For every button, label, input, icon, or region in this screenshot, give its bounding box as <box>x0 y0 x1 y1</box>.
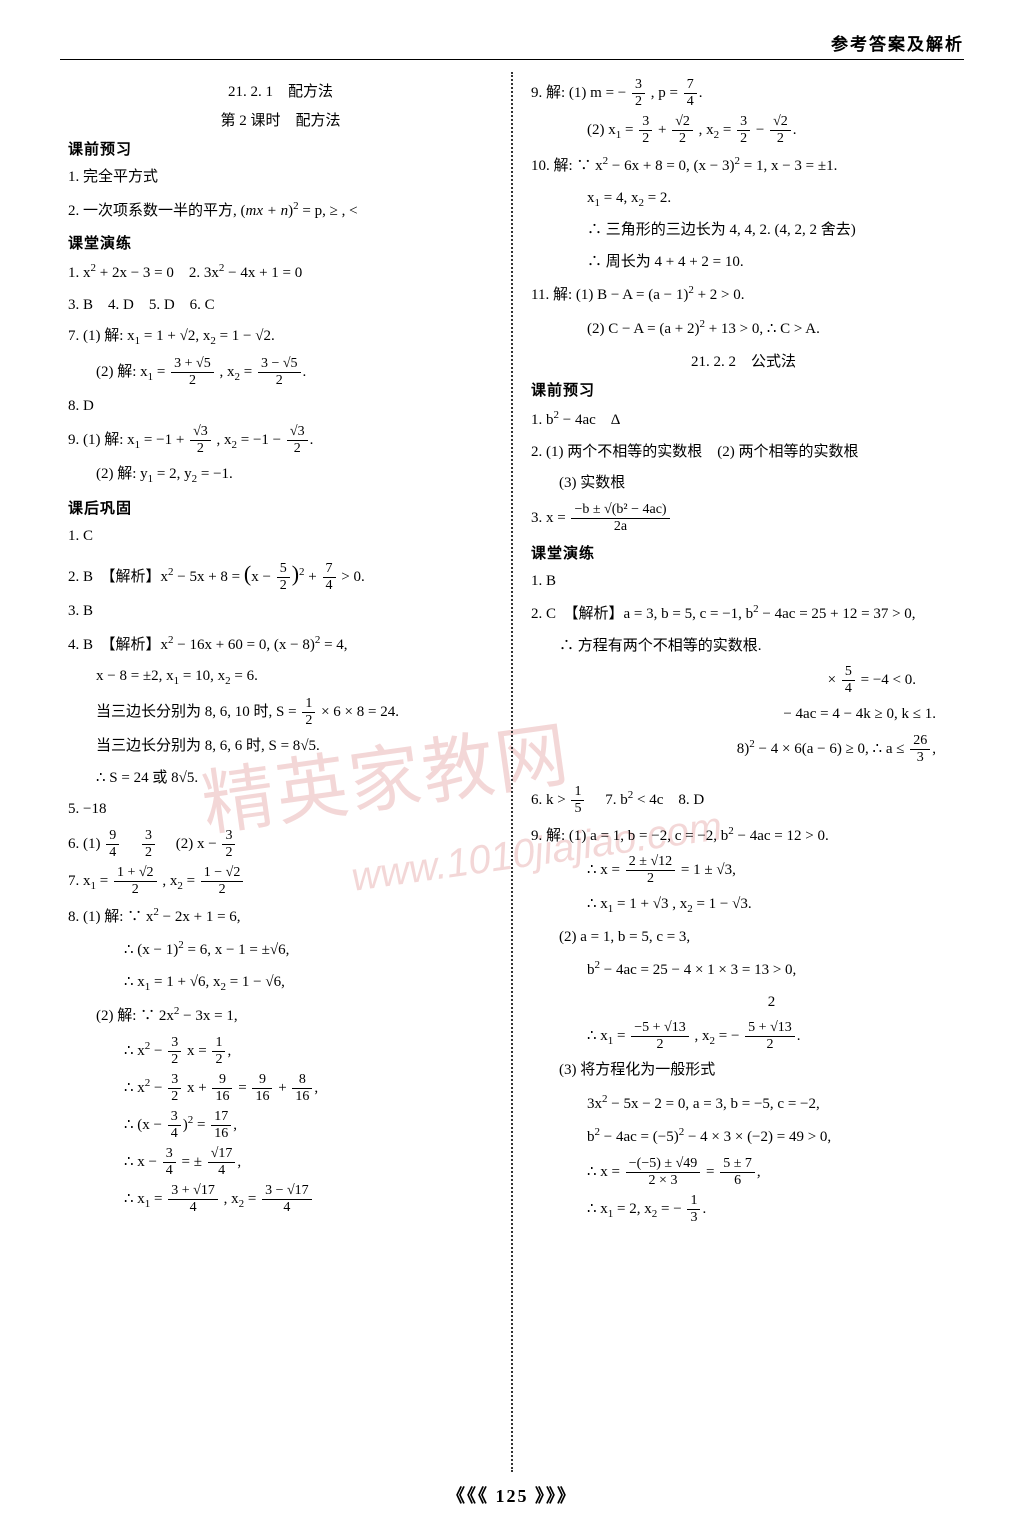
answer-line: ∴ x = −(−5) ± √492 × 3 = 5 ± 76, <box>531 1157 956 1188</box>
answer-line: (2) 解: x1 = 3 + √52 , x2 = 3 − √52. <box>68 357 493 388</box>
heading-homework: 课后巩固 <box>68 497 493 518</box>
answer-line: ∴ x1 = −5 + √132 , x2 = − 5 + √132. <box>531 1021 956 1052</box>
answer-line: ∴ (x − 1)2 = 6, x − 1 = ±√6, <box>68 936 493 964</box>
answer-line: 9. 解: (1) a = 1, b = −2, c = −2, b2 − 4a… <box>531 822 956 850</box>
answer-line: 4. B 【解析】x2 − 16x + 60 = 0, (x − 8)2 = 4… <box>68 631 493 659</box>
answer-line: 1. 完全平方式 <box>68 165 493 191</box>
answer-line: ∴ x − 34 = ± √174, <box>68 1147 493 1178</box>
answer-line: (2) C − A = (a + 2)2 + 13 > 0, ∴ C > A. <box>531 315 956 343</box>
answer-line: 1. B <box>531 569 956 595</box>
answer-line: 2. 一次项系数一半的平方, (mx + n)2 = p, ≥ , < <box>68 197 493 225</box>
heading-preview: 课前预习 <box>68 138 493 159</box>
left-column: 21. 2. 1 配方法 第 2 课时 配方法 课前预习 1. 完全平方式 2.… <box>60 72 511 1472</box>
answer-line: ∴ x2 − 32 x + 916 = 916 + 816, <box>68 1073 493 1104</box>
answer-line: 7. x1 = 1 + √22 , x2 = 1 − √22 <box>68 866 493 897</box>
answer-line: (2) a = 1, b = 5, c = 3, <box>531 925 956 951</box>
answer-line: 6. k > 15 7. b2 < 4c 8. D <box>531 785 956 816</box>
answer-line: 2. (1) 两个不相等的实数根 (2) 两个相等的实数根 <box>531 440 956 466</box>
answer-line: ∴ x1 = 1 + √3 , x2 = 1 − √3. <box>531 892 956 919</box>
answer-line: 2 <box>531 990 956 1016</box>
answer-line: b2 − 4ac = (−5)2 − 4 × 3 × (−2) = 49 > 0… <box>531 1123 956 1151</box>
answer-line: ∴ 周长为 4 + 4 + 2 = 10. <box>531 250 956 276</box>
answer-line: 7. (1) 解: x1 = 1 + √2, x2 = 1 − √2. <box>68 324 493 351</box>
answer-line: ∴ x1 = 2, x2 = − 13. <box>531 1194 956 1225</box>
answer-line: x1 = 4, x2 = 2. <box>531 186 956 213</box>
answer-line: ∴ (x − 34)2 = 1716, <box>68 1110 493 1141</box>
answer-line: ∴ x1 = 1 + √6, x2 = 1 − √6, <box>68 970 493 997</box>
two-column-layout: 21. 2. 1 配方法 第 2 课时 配方法 课前预习 1. 完全平方式 2.… <box>60 72 964 1472</box>
answer-line: b2 − 4ac = 25 − 4 × 1 × 3 = 13 > 0, <box>531 956 956 984</box>
answer-line: x − 8 = ±2, x1 = 10, x2 = 6. <box>68 664 493 691</box>
answer-line: ∴ x2 − 32 x = 12, <box>68 1036 493 1067</box>
answer-line: 3. B 4. D 5. D 6. C <box>68 293 493 319</box>
answer-line: ∴ x = 2 ± √122 = 1 ± √3, <box>531 855 956 886</box>
answer-line: 8)2 − 4 × 6(a − 6) ≥ 0, ∴ a ≤ 263, <box>531 734 956 765</box>
answer-line: (2) 解: ∵ 2x2 − 3x = 1, <box>68 1002 493 1030</box>
answer-line: ∴ x1 = 3 + √174 , x2 = 3 − √174 <box>68 1184 493 1215</box>
heading-practice-r: 课堂演练 <box>531 542 956 563</box>
answer-line: 6. (1) 94 32 (2) x − 32 <box>68 829 493 860</box>
answer-line: 9. 解: (1) m = − 32 , p = 74. <box>531 78 956 109</box>
page-number: 《《《 125 》》》 <box>60 1482 964 1508</box>
answer-line: 2. C 【解析】a = 3, b = 5, c = −1, b2 − 4ac … <box>531 600 956 628</box>
answer-line: (3) 将方程化为一般形式 <box>531 1058 956 1084</box>
answer-line: 8. D <box>68 394 493 420</box>
heading-practice: 课堂演练 <box>68 232 493 253</box>
section-title-formula: 21. 2. 2 公式法 <box>531 350 956 371</box>
answer-line: 2. B 【解析】x2 − 5x + 8 = (x − 52)2 + 74 > … <box>68 555 493 593</box>
answer-line: ∴ S = 24 或 8√5. <box>68 766 493 792</box>
answer-line: 9. (1) 解: x1 = −1 + √32 , x2 = −1 − √32. <box>68 425 493 456</box>
page-header: 参考答案及解析 <box>60 30 964 60</box>
right-column: 9. 解: (1) m = − 32 , p = 74. (2) x1 = 32… <box>513 72 964 1472</box>
heading-preview-r: 课前预习 <box>531 379 956 400</box>
answer-line: 5. −18 <box>68 797 493 823</box>
answer-line: (2) 解: y1 = 2, y2 = −1. <box>68 462 493 489</box>
answer-line: 3. B <box>68 599 493 625</box>
answer-line: 8. (1) 解: ∵ x2 − 2x + 1 = 6, <box>68 903 493 931</box>
answer-line: ∴ 方程有两个不相等的实数根. <box>531 634 956 660</box>
answer-line: 1. x2 + 2x − 3 = 0 2. 3x2 − 4x + 1 = 0 <box>68 259 493 287</box>
answer-line: (2) x1 = 32 + √22 , x2 = 32 − √22. <box>531 115 956 146</box>
answer-line: 当三边长分别为 8, 6, 6 时, S = 8√5. <box>68 734 493 760</box>
answer-line: (3) 实数根 <box>531 471 956 497</box>
answer-line: 3. x = −b ± √(b² − 4ac)2a <box>531 503 956 534</box>
answer-line: × 54 = −4 < 0. <box>531 665 956 696</box>
answer-line: 10. 解: ∵ x2 − 6x + 8 = 0, (x − 3)2 = 1, … <box>531 152 956 180</box>
answer-line: 1. C <box>68 524 493 550</box>
answer-line: − 4ac = 4 − 4k ≥ 0, k ≤ 1. <box>531 702 956 728</box>
answer-line: 当三边长分别为 8, 6, 10 时, S = 12 × 6 × 8 = 24. <box>68 697 493 728</box>
answer-line: 3x2 − 5x − 2 = 0, a = 3, b = −5, c = −2, <box>531 1090 956 1118</box>
section-title-2: 第 2 课时 配方法 <box>68 109 493 130</box>
section-title-1: 21. 2. 1 配方法 <box>68 80 493 101</box>
answer-line: ∴ 三角形的三边长为 4, 4, 2. (4, 2, 2 舍去) <box>531 218 956 244</box>
answer-line: 11. 解: (1) B − A = (a − 1)2 + 2 > 0. <box>531 281 956 309</box>
answer-line: 1. b2 − 4ac Δ <box>531 406 956 434</box>
